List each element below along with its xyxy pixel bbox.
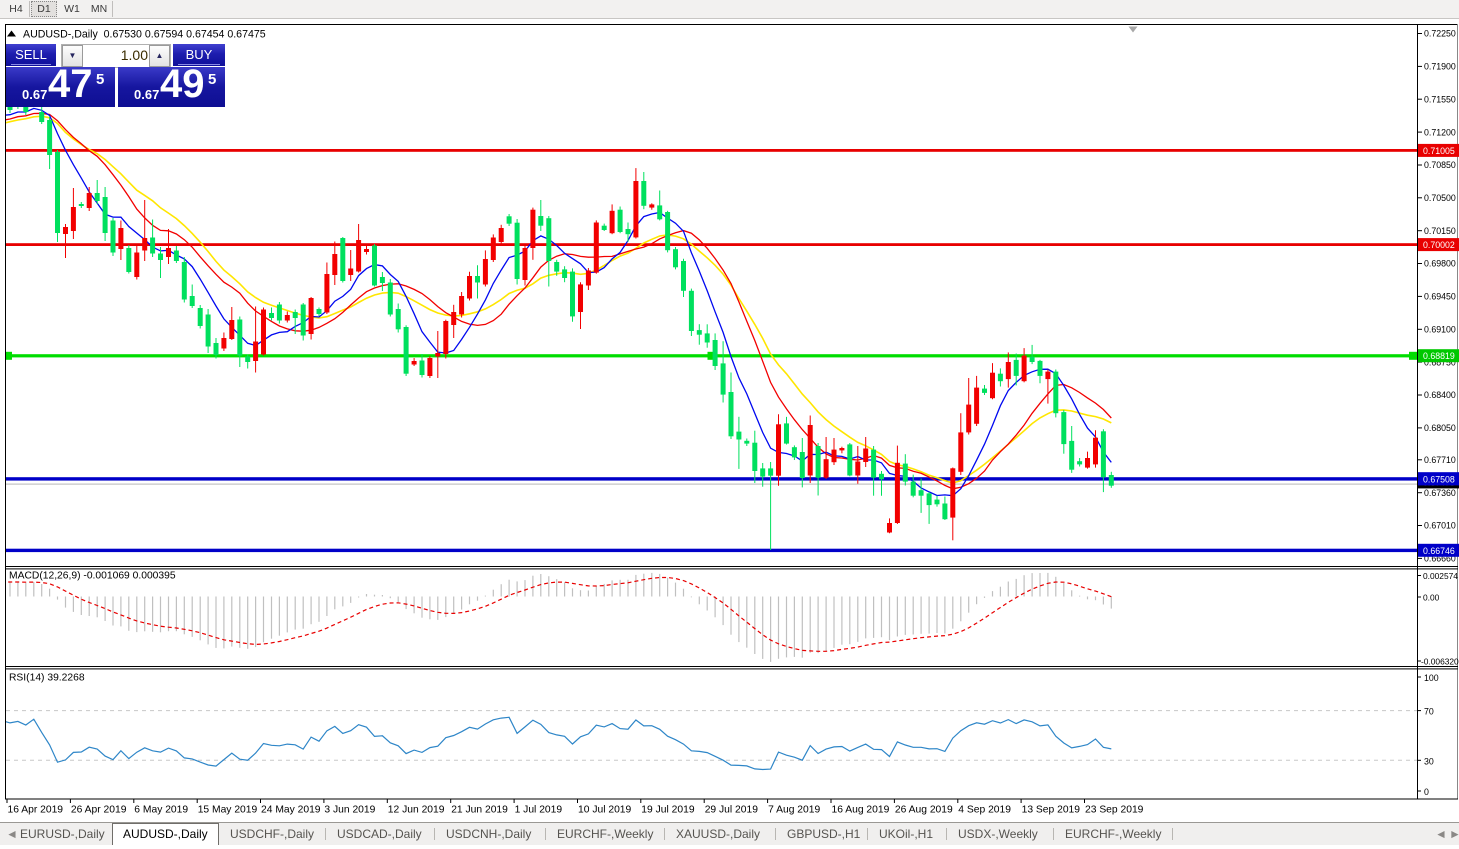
svg-text:24 May 2019: 24 May 2019	[261, 805, 321, 816]
svg-text:26 Apr 2019: 26 Apr 2019	[71, 805, 127, 816]
svg-text:0.002574: 0.002574	[1423, 571, 1458, 581]
svg-text:0.67360: 0.67360	[1424, 488, 1456, 498]
svg-text:0.68819: 0.68819	[1423, 351, 1455, 361]
svg-text:MACD(12,26,9) -0.001069 0.0003: MACD(12,26,9) -0.001069 0.000395	[9, 571, 176, 582]
svg-text:0.71550: 0.71550	[1424, 94, 1456, 104]
svg-text:10 Jul 2019: 10 Jul 2019	[578, 805, 632, 816]
svg-text:0.66660: 0.66660	[1424, 554, 1456, 564]
svg-text:0.68400: 0.68400	[1424, 390, 1456, 400]
svg-text:0.70850: 0.70850	[1424, 160, 1456, 170]
svg-text:0.66746: 0.66746	[1423, 546, 1455, 556]
svg-text:70: 70	[1424, 707, 1434, 717]
svg-text:0.71200: 0.71200	[1424, 127, 1456, 137]
svg-text:16 Aug 2019: 16 Aug 2019	[832, 805, 890, 816]
svg-text:6 May 2019: 6 May 2019	[134, 805, 188, 816]
svg-text:30: 30	[1424, 756, 1434, 766]
svg-text:7 Aug 2019: 7 Aug 2019	[768, 805, 820, 816]
svg-text:0.72250: 0.72250	[1424, 29, 1456, 39]
svg-text:29 Jul 2019: 29 Jul 2019	[705, 805, 759, 816]
svg-text:0.67010: 0.67010	[1424, 521, 1456, 531]
svg-text:19 Jul 2019: 19 Jul 2019	[641, 805, 695, 816]
svg-text:0.70500: 0.70500	[1424, 193, 1456, 203]
svg-text:26 Aug 2019: 26 Aug 2019	[895, 805, 953, 816]
svg-text:100: 100	[1424, 673, 1439, 683]
svg-text:15 May 2019: 15 May 2019	[198, 805, 258, 816]
svg-text:21 Jun 2019: 21 Jun 2019	[451, 805, 508, 816]
svg-text:0.00: 0.00	[1423, 593, 1440, 603]
svg-text:0.69800: 0.69800	[1424, 259, 1456, 269]
svg-text:AUDUSD-,Daily 0.67530 0.67594: AUDUSD-,Daily 0.67530 0.67594 0.67454 0.…	[23, 29, 266, 41]
svg-text:0.69450: 0.69450	[1424, 292, 1456, 302]
svg-text:0.69100: 0.69100	[1424, 325, 1456, 335]
svg-text:13 Sep 2019: 13 Sep 2019	[1022, 805, 1081, 816]
svg-text:4 Sep 2019: 4 Sep 2019	[958, 805, 1011, 816]
svg-text:3 Jun 2019: 3 Jun 2019	[324, 805, 375, 816]
svg-text:1 Jul 2019: 1 Jul 2019	[515, 805, 563, 816]
svg-text:0.71005: 0.71005	[1423, 146, 1455, 156]
svg-text:0.70150: 0.70150	[1424, 226, 1456, 236]
svg-text:23 Sep 2019: 23 Sep 2019	[1085, 805, 1144, 816]
svg-text:0.71900: 0.71900	[1424, 62, 1456, 72]
svg-text:0: 0	[1424, 787, 1429, 797]
svg-text:0.68750: 0.68750	[1424, 357, 1456, 367]
svg-text:0.70002: 0.70002	[1423, 240, 1455, 250]
svg-text:0.67710: 0.67710	[1424, 455, 1456, 465]
svg-text:16 Apr 2019: 16 Apr 2019	[8, 805, 64, 816]
svg-text:RSI(14) 39.2268: RSI(14) 39.2268	[9, 673, 85, 684]
svg-text:-0.006320: -0.006320	[1421, 657, 1459, 667]
svg-text:0.68050: 0.68050	[1424, 423, 1456, 433]
svg-text:0.67508: 0.67508	[1423, 474, 1455, 484]
svg-text:12 Jun 2019: 12 Jun 2019	[388, 805, 445, 816]
